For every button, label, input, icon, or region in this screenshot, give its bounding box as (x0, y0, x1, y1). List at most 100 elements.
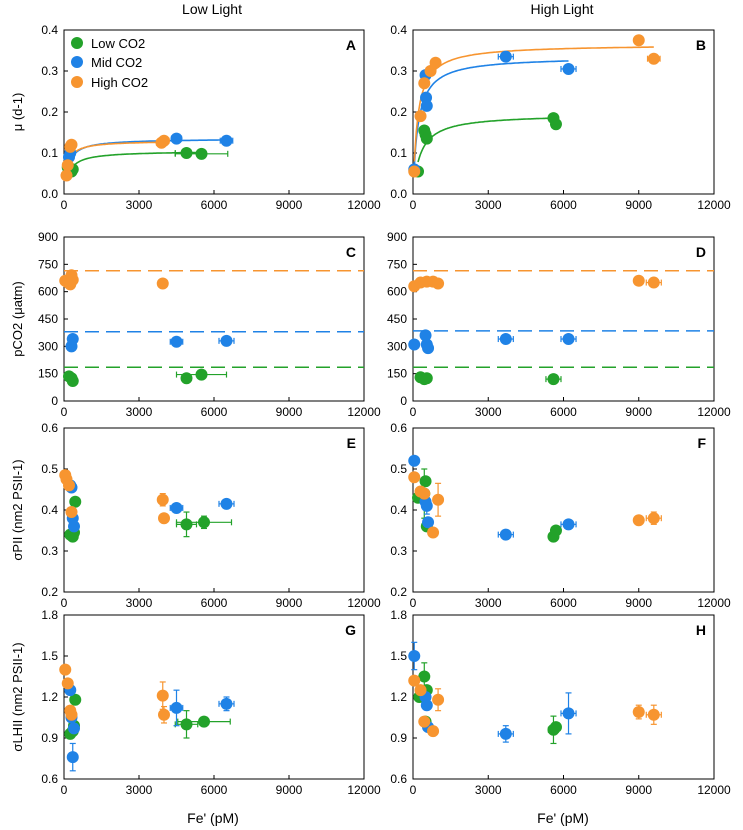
legend-marker-low-co2 (71, 37, 83, 49)
x-tick-label: 6000 (201, 198, 228, 212)
x-tick-label: 6000 (550, 783, 577, 797)
y-tick-label: 750 (38, 257, 58, 271)
data-point-high-co2 (158, 708, 170, 721)
panel-g: 0 3000 6000 9000 12000 0.6 0.9 1.2 1.5 1.8 G (41, 608, 381, 797)
plot-frame (63, 427, 365, 593)
y-tick-label: 0.3 (41, 64, 58, 78)
y-tick-label: 0.3 (390, 544, 407, 558)
data-point-low-co2 (420, 132, 433, 145)
data-point-high-co2 (632, 34, 645, 47)
x-tick-label: 3000 (126, 405, 153, 419)
data-point-mid-co2 (422, 516, 435, 529)
data-point-high-co2 (427, 725, 440, 738)
x-tick-label: 12000 (697, 596, 731, 610)
y-tick-label: 900 (38, 230, 58, 244)
x-tick-label: 0 (410, 198, 417, 212)
plot-frame (412, 29, 715, 195)
data-point-low-co2 (549, 721, 562, 734)
data-point-high-co2 (429, 56, 442, 69)
data-point-high-co2 (156, 277, 169, 290)
x-tick-label: 6000 (550, 198, 577, 212)
y-tick-label: 0.2 (390, 105, 407, 119)
x-tick-label: 3000 (475, 405, 502, 419)
data-point-mid-co2 (562, 707, 575, 720)
panel-letter: C (346, 244, 356, 260)
panel-letter: D (696, 244, 706, 260)
data-point-low-co2 (198, 516, 210, 529)
data-point-mid-co2 (220, 334, 233, 347)
y-tick-label: 1.2 (390, 690, 407, 704)
y-tick-label: 0.5 (41, 462, 58, 476)
data-point-high-co2 (65, 708, 78, 721)
column-title-high-light: High Light (530, 1, 593, 17)
panel-h: 0 3000 6000 9000 12000 0.6 0.9 1.2 1.5 1.8 H (390, 608, 731, 797)
x-tick-label: 12000 (347, 783, 381, 797)
panel-c: 0 3000 6000 9000 12000 0 150 300 450 600 750 900 C (38, 230, 381, 419)
data-point-mid-co2 (220, 497, 233, 510)
y-tick-label: 0.6 (390, 772, 407, 786)
data-point-mid-co2 (408, 650, 421, 662)
x-tick-label: 12000 (697, 198, 731, 212)
data-point-mid-co2 (419, 329, 432, 342)
data-point-mid-co2 (220, 697, 233, 710)
y-tick-label: 0.4 (41, 503, 58, 517)
data-point-mid-co2 (170, 335, 183, 348)
data-point-high-co2 (432, 693, 445, 706)
panel-letter: B (696, 37, 706, 53)
y-tick-label: 0.2 (390, 585, 407, 599)
data-point-high-co2 (158, 512, 170, 525)
y-tick-label: 1.2 (41, 690, 58, 704)
y-tick-label: 300 (387, 339, 407, 353)
data-point-high-co2 (632, 274, 645, 287)
data-point-low-co2 (547, 373, 560, 386)
data-point-low-co2 (180, 518, 193, 531)
data-point-mid-co2 (66, 751, 79, 764)
data-point-mid-co2 (220, 134, 233, 147)
data-point-mid-co2 (420, 99, 433, 112)
y-tick-label: 0.2 (41, 585, 58, 599)
x-tick-label: 0 (410, 596, 417, 610)
data-point-low-co2 (195, 147, 208, 160)
x-tick-label: 3000 (126, 198, 153, 212)
x-tick-label: 9000 (276, 783, 303, 797)
x-tick-label: 0 (61, 198, 68, 212)
y-tick-label: 0.4 (390, 23, 407, 37)
fit-curve-high-co2 (413, 46, 654, 162)
y-tick-label: 900 (387, 230, 407, 244)
data-point-high-co2 (647, 52, 660, 65)
column-title-low-light: Low Light (182, 1, 242, 17)
plot-frame (412, 427, 715, 593)
data-point-mid-co2 (422, 342, 435, 355)
data-point-high-co2 (432, 277, 445, 290)
x-tick-label: 0 (61, 783, 68, 797)
data-point-high-co2 (66, 273, 79, 286)
x-axis-label-right: Fe' (pM) (537, 810, 589, 826)
x-tick-label: 6000 (550, 405, 577, 419)
y-tick-label: 600 (387, 285, 407, 299)
data-point-high-co2 (158, 134, 170, 147)
y-tick-label: 0 (51, 394, 58, 408)
data-point-low-co2 (180, 372, 193, 385)
data-point-high-co2 (414, 684, 427, 697)
x-tick-label: 9000 (625, 198, 652, 212)
data-point-high-co2 (61, 677, 74, 690)
x-tick-label: 3000 (126, 783, 153, 797)
panel-a: 0 3000 6000 9000 12000 0.0 0.1 0.2 0.3 0.4 A (41, 23, 381, 212)
plot-frame (412, 236, 715, 402)
legend: Low CO2 Mid CO2 High CO2 (71, 36, 148, 90)
data-point-high-co2 (418, 77, 431, 90)
y-axis-label-sigma-lhii: σLHII (nm2 PSII-1) (10, 642, 25, 751)
data-point-high-co2 (60, 169, 73, 182)
data-point-mid-co2 (499, 50, 512, 63)
data-point-mid-co2 (499, 727, 512, 740)
data-point-mid-co2 (68, 520, 80, 533)
data-point-low-co2 (549, 524, 562, 537)
data-point-high-co2 (632, 514, 645, 527)
panel-e: 0 3000 6000 9000 12000 0.2 0.3 0.4 0.5 0.6 E (41, 421, 381, 610)
y-axis-label-sigma-psii: σPII (nm2 PSII-1) (10, 459, 25, 560)
data-point-mid-co2 (170, 501, 183, 514)
y-tick-label: 0.6 (41, 772, 58, 786)
data-point-low-co2 (69, 495, 82, 508)
panel-d: 0 3000 6000 9000 12000 0 150 300 450 600 750 900 D (387, 230, 731, 419)
data-point-high-co2 (65, 138, 78, 151)
